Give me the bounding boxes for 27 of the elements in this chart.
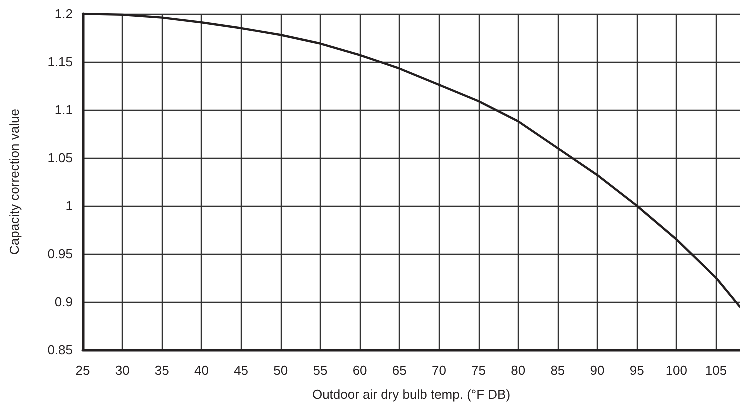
y-tick-label: 0.85 bbox=[48, 342, 73, 358]
x-tick-label: 80 bbox=[511, 363, 526, 378]
y-axis-title: Capacity correction value bbox=[7, 109, 22, 255]
x-tick-label: 40 bbox=[194, 363, 209, 378]
y-tick-label: 1.05 bbox=[48, 150, 73, 166]
x-tick-label: 35 bbox=[154, 363, 170, 378]
x-tick-label: 30 bbox=[115, 363, 130, 378]
x-tick-label: 95 bbox=[630, 363, 644, 378]
x-tick-label: 105 bbox=[705, 363, 728, 378]
x-tick-label: 45 bbox=[234, 363, 249, 378]
x-tick-label: 90 bbox=[590, 363, 605, 378]
x-tick-label: 60 bbox=[352, 363, 368, 378]
x-tick-label: 55 bbox=[313, 363, 328, 378]
x-tick-label: 75 bbox=[472, 363, 486, 378]
x-tick-label: 65 bbox=[392, 363, 407, 378]
x-tick-label: 25 bbox=[76, 363, 90, 378]
x-axis-title: Outdoor air dry bulb temp. (°F DB) bbox=[312, 387, 511, 402]
y-tick-label: 0.9 bbox=[54, 294, 73, 310]
y-tick-label: 1.15 bbox=[48, 54, 73, 70]
x-tick-label: 85 bbox=[550, 363, 566, 378]
y-tick-label: 1.1 bbox=[54, 102, 73, 118]
y-tick-label: 0.95 bbox=[48, 246, 73, 262]
y-tick-label: 1 bbox=[66, 198, 73, 214]
y-tick-label: 1.2 bbox=[54, 6, 73, 22]
x-tick-label: 70 bbox=[432, 363, 446, 378]
x-tick-label: 50 bbox=[274, 363, 288, 378]
x-tick-label: 100 bbox=[666, 363, 688, 378]
